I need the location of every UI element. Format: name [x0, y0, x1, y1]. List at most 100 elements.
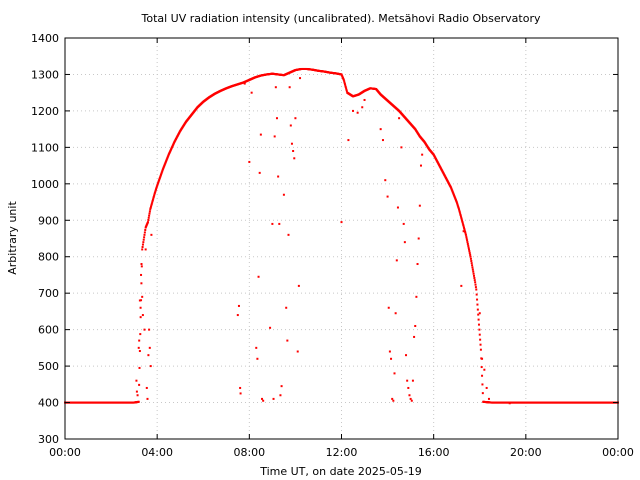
data-point [472, 274, 475, 277]
outlier-point [138, 339, 141, 342]
data-point [344, 86, 347, 89]
data-point [153, 194, 156, 197]
outlier-point [289, 124, 292, 127]
data-point [150, 204, 153, 207]
outlier-point [136, 394, 139, 397]
data-point [479, 343, 482, 346]
outlier-point [275, 117, 278, 120]
x-tick-label: 04:00 [141, 446, 173, 459]
x-tick-label: 20:00 [510, 446, 542, 459]
outlier-point [293, 157, 296, 160]
outlier-point [294, 117, 297, 120]
y-tick-label: 600 [38, 324, 59, 337]
data-point [461, 219, 464, 222]
data-point [459, 214, 462, 217]
data-point [139, 333, 142, 336]
data-point [156, 182, 159, 185]
outlier-point [282, 193, 285, 196]
outlier-point [140, 273, 143, 276]
data-point [468, 252, 471, 255]
data-point [476, 303, 479, 306]
outlier-point [288, 86, 291, 89]
outlier-point [144, 248, 147, 251]
outlier-point [148, 328, 151, 331]
outlier-point [415, 295, 418, 298]
data-point [143, 233, 146, 236]
outlier-point [487, 397, 490, 400]
data-point [154, 189, 157, 192]
outlier-point [237, 304, 240, 307]
data-point [473, 279, 476, 282]
outlier-point [256, 357, 259, 360]
outlier-point [481, 357, 484, 360]
outlier-point [239, 386, 242, 389]
data-point [344, 84, 347, 87]
outlier-point [421, 153, 424, 156]
outlier-point [272, 397, 275, 400]
data-point [458, 211, 461, 214]
data-point [462, 223, 465, 226]
y-tick-label: 500 [38, 360, 59, 373]
outlier-point [135, 379, 138, 382]
data-point [464, 233, 467, 236]
outlier-point [145, 386, 148, 389]
data-point [481, 392, 484, 395]
data-point [153, 193, 156, 196]
outlier-point [409, 397, 412, 400]
outlier-point [396, 206, 399, 209]
data-point [475, 288, 478, 291]
data-points [64, 67, 619, 405]
data-point [155, 188, 158, 191]
outlier-point [271, 222, 274, 225]
outlier-point [419, 164, 422, 167]
data-point [471, 264, 474, 267]
outlier-point [146, 397, 149, 400]
data-point [481, 383, 484, 386]
outlier-point [410, 399, 413, 402]
data-point [343, 81, 346, 84]
data-point [161, 170, 164, 173]
data-point [158, 178, 161, 181]
data-point [476, 298, 479, 301]
data-point [143, 231, 146, 234]
outlier-point [248, 160, 251, 163]
outlier-point [278, 222, 281, 225]
data-point [138, 366, 141, 369]
data-point [477, 323, 480, 326]
outlier-point [485, 386, 488, 389]
outlier-point [392, 399, 395, 402]
x-axis-label: Time UT, on date 2025-05-19 [259, 465, 422, 478]
y-tick-label: 1200 [31, 105, 59, 118]
data-point [472, 270, 475, 273]
data-point [477, 313, 480, 316]
outlier-point [258, 171, 261, 174]
data-point [479, 348, 482, 351]
outlier-point [139, 306, 142, 309]
data-point [139, 316, 142, 319]
data-point [455, 201, 458, 204]
data-point [149, 206, 152, 209]
outlier-point [290, 142, 293, 145]
outlier-point [411, 379, 414, 382]
outlier-point [255, 346, 258, 349]
data-point [473, 276, 476, 279]
data-point [462, 225, 465, 228]
data-point [479, 338, 482, 341]
outlier-point [352, 109, 355, 112]
data-point [461, 221, 464, 224]
outlier-point [262, 399, 265, 402]
outlier-point [363, 98, 366, 101]
y-tick-label: 400 [38, 397, 59, 410]
y-axis-label: Arbitrary unit [6, 201, 19, 275]
data-point [480, 366, 483, 369]
outlier-point [414, 324, 417, 327]
grid [65, 38, 618, 439]
outlier-point [407, 386, 410, 389]
data-point [466, 241, 469, 244]
x-tick-label: 00:00 [602, 446, 634, 459]
data-point [151, 200, 154, 203]
data-point [468, 250, 471, 253]
data-point [155, 185, 158, 188]
outlier-point [147, 354, 150, 357]
outlier-point [402, 222, 405, 225]
